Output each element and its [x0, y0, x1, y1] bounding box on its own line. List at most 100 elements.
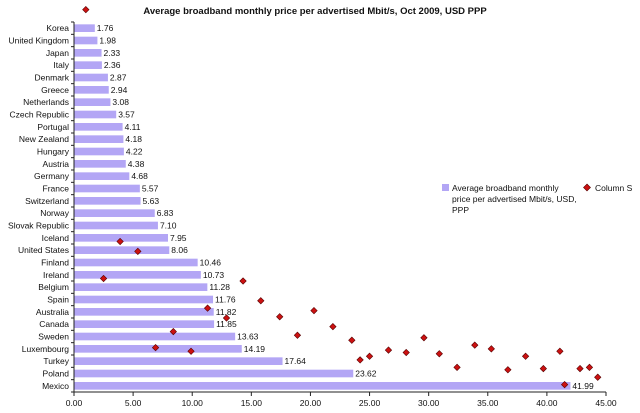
- category-label: Slovak Republic: [8, 221, 70, 231]
- data-label: 11.76: [215, 295, 236, 305]
- bar: [74, 61, 102, 69]
- scatter-point: [539, 364, 547, 373]
- scatter-point: [585, 363, 594, 371]
- scatter-point: [576, 364, 584, 373]
- bar: [74, 246, 170, 254]
- data-label: 7.95: [170, 233, 187, 243]
- data-label: 23.62: [355, 369, 377, 379]
- scatter-point: [222, 314, 231, 322]
- data-label: 7.10: [160, 221, 177, 231]
- bar: [74, 332, 236, 341]
- legend-label-column-s: Column S: [595, 183, 633, 193]
- scatter-point: [82, 6, 90, 14]
- bar: [74, 110, 117, 119]
- data-label: 13.63: [237, 332, 259, 342]
- scatter-point: [356, 356, 364, 364]
- bar: [74, 234, 168, 242]
- category-label: Hungary: [37, 147, 70, 157]
- category-label: Mexico: [42, 381, 69, 391]
- category-label: Greece: [41, 85, 69, 95]
- bar: [74, 271, 201, 279]
- data-label: 14.19: [244, 344, 266, 354]
- scatter-point: [151, 343, 160, 352]
- category-label: Ireland: [43, 270, 69, 280]
- scatter-point: [594, 373, 602, 381]
- bar: [74, 382, 571, 390]
- scatter-point: [276, 313, 284, 321]
- bar: [74, 36, 98, 45]
- category-label: Iceland: [42, 233, 70, 243]
- scatter-point: [257, 297, 265, 305]
- category-label: Korea: [46, 23, 69, 33]
- legend: Average broadband monthly price per adve…: [442, 183, 633, 215]
- x-tick-label: 25.00: [359, 398, 381, 408]
- scatter-point: [116, 237, 124, 246]
- category-label: Finland: [41, 258, 69, 268]
- x-tick-label: 45.00: [595, 398, 617, 408]
- data-label: 4.18: [125, 134, 142, 144]
- bar: [74, 98, 111, 106]
- data-label: 6.83: [157, 208, 174, 218]
- scatter-point: [487, 345, 495, 353]
- data-label: 17.64: [285, 356, 307, 366]
- scatter-point: [471, 341, 479, 349]
- category-label: Netherlands: [23, 97, 69, 107]
- bar: [74, 135, 124, 143]
- data-label: 4.22: [126, 147, 143, 157]
- data-label: 1.98: [99, 36, 116, 46]
- chart-title: Average broadband monthly price per adve…: [143, 6, 487, 17]
- category-label: United Kingdom: [9, 36, 69, 46]
- bar: [74, 283, 208, 291]
- bar: [74, 24, 95, 32]
- scatter-point: [134, 247, 142, 256]
- category-label: France: [43, 184, 70, 194]
- category-label: Czech Republic: [9, 110, 69, 120]
- x-tick-label: 35.00: [477, 398, 499, 408]
- data-label: 2.94: [111, 85, 128, 95]
- data-label: 10.73: [203, 270, 225, 280]
- category-label: Spain: [47, 295, 69, 305]
- scatter-point: [504, 366, 512, 374]
- data-label: 3.57: [118, 110, 135, 120]
- category-label: New Zealand: [19, 134, 69, 144]
- scatter-point: [187, 347, 195, 355]
- scatter-point: [293, 331, 302, 339]
- bar: [74, 86, 109, 94]
- data-label: 5.63: [143, 196, 160, 206]
- scatter-point: [556, 347, 564, 355]
- category-label: Japan: [46, 48, 69, 58]
- category-label: Germany: [34, 171, 70, 181]
- scatter-point: [453, 363, 461, 371]
- data-label: 4.11: [125, 122, 141, 132]
- category-label: Austria: [43, 159, 70, 169]
- data-label: 4.38: [128, 159, 145, 169]
- data-label: 11.82: [216, 307, 237, 317]
- data-label: 3.08: [112, 97, 129, 107]
- bar: [74, 369, 354, 378]
- category-label: Sweden: [38, 332, 69, 342]
- bar: [74, 197, 141, 205]
- scatter-point: [521, 352, 530, 360]
- data-label: 8.06: [171, 245, 188, 255]
- x-tick-label: 20.00: [300, 398, 322, 408]
- data-label: 11.85: [216, 319, 237, 329]
- bar: [74, 308, 214, 316]
- bar: [74, 123, 123, 131]
- scatter-point: [329, 323, 337, 331]
- bar: [74, 147, 124, 156]
- category-label: Australia: [36, 307, 69, 317]
- axes-group: 0.00 5.00 10.00 15.00 20.00 25.00 30.00 35.00 40…: [66, 21, 617, 408]
- scatter-point: [384, 346, 393, 354]
- category-label: Portugal: [37, 122, 69, 132]
- x-tick-label: 5.00: [125, 398, 142, 408]
- category-label: Switzerland: [25, 196, 69, 206]
- category-label: Turkey: [43, 356, 69, 366]
- category-label: Italy: [53, 60, 69, 70]
- scatter-point: [239, 277, 247, 285]
- bar: [74, 258, 198, 267]
- bars-group: Korea 1.76 United Kingdom 1.98 Japan 2.33 Ital…: [8, 23, 594, 391]
- category-label: Luxembourg: [22, 344, 70, 354]
- legend-label-bars: Average broadband monthly price per adve…: [452, 183, 579, 215]
- bar: [74, 49, 102, 57]
